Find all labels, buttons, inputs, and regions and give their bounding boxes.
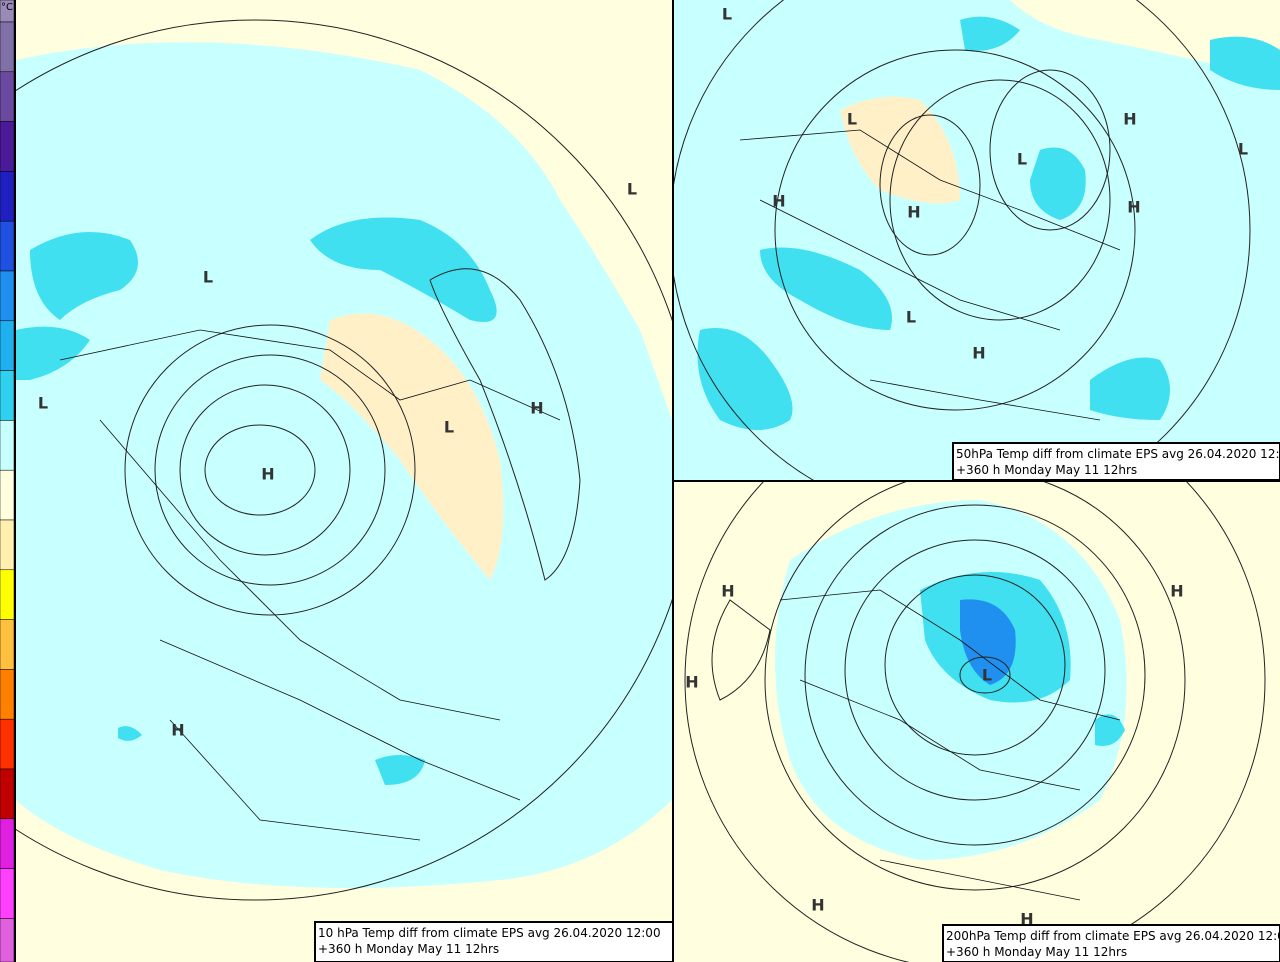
caption-box: [942, 924, 1280, 962]
pressure-center-label: L: [444, 418, 454, 437]
caption-box: [314, 921, 674, 962]
pressure-center-label: H: [772, 192, 785, 211]
pressure-center-label: H: [1170, 582, 1183, 601]
pressure-center-label: H: [1127, 198, 1140, 217]
color-swatch: [0, 918, 15, 962]
pressure-center-label: H: [1020, 910, 1033, 929]
color-swatch: [0, 818, 15, 869]
color-swatch: [0, 171, 15, 222]
color-swatch: [0, 320, 15, 371]
pressure-center-label: H: [721, 582, 734, 601]
caption-box: [952, 442, 1280, 481]
color-swatch: [0, 370, 15, 421]
color-swatch: [0, 21, 15, 73]
panel-10hpa: [16, 0, 672, 962]
pressure-center-label: H: [685, 673, 698, 692]
pressure-center-label: H: [261, 465, 274, 484]
caption-line: +360 h Monday May 11 12hrs: [946, 945, 1127, 959]
color-swatch: [0, 220, 15, 272]
color-swatch: [0, 718, 15, 770]
caption-line: 50hPa Temp diff from climate EPS avg 26.…: [956, 447, 1280, 461]
color-swatch: [0, 469, 15, 521]
color-swatch: [0, 121, 15, 172]
pressure-center-label: H: [972, 344, 985, 363]
pressure-center-label: L: [38, 394, 48, 413]
caption-line: +360 h Monday May 11 12hrs: [956, 463, 1137, 477]
pressure-center-label: H: [171, 721, 184, 740]
pressure-center-label: H: [907, 203, 920, 222]
caption-line: +360 h Monday May 11 12hrs: [318, 942, 499, 956]
caption-line: 10 hPa Temp diff from climate EPS avg 26…: [318, 926, 661, 940]
color-swatch: [0, 420, 15, 471]
pressure-center-label: L: [627, 180, 637, 199]
caption-line: 200hPa Temp diff from climate EPS avg 26…: [946, 929, 1280, 943]
pressure-center-label: L: [982, 666, 992, 685]
color-swatch: [0, 270, 15, 322]
pressure-center-label: L: [847, 110, 857, 129]
color-swatch: [0, 669, 15, 720]
color-swatch: [0, 768, 15, 820]
pressure-center-label: H: [811, 896, 824, 915]
panel-200hpa: [674, 482, 1280, 962]
pressure-center-label: L: [1017, 150, 1027, 169]
overlay: L L L H L H H 10 hPa Temp diff from climate EPS…: [38, 5, 1280, 962]
color-swatch: [0, 619, 15, 670]
color-swatch: [0, 71, 15, 122]
color-swatch: [0, 569, 15, 620]
pressure-center-label: L: [722, 5, 732, 24]
panel-50hpa: [674, 0, 1280, 480]
pressure-center-label: L: [906, 308, 916, 327]
colorbar-unit: °C: [1, 2, 13, 13]
color-swatch: [0, 519, 15, 571]
color-swatch: [0, 868, 15, 919]
pressure-center-label: L: [203, 268, 213, 287]
pressure-center-label: H: [1123, 110, 1136, 129]
pressure-center-label: H: [530, 399, 543, 418]
pressure-center-label: L: [1238, 140, 1248, 159]
